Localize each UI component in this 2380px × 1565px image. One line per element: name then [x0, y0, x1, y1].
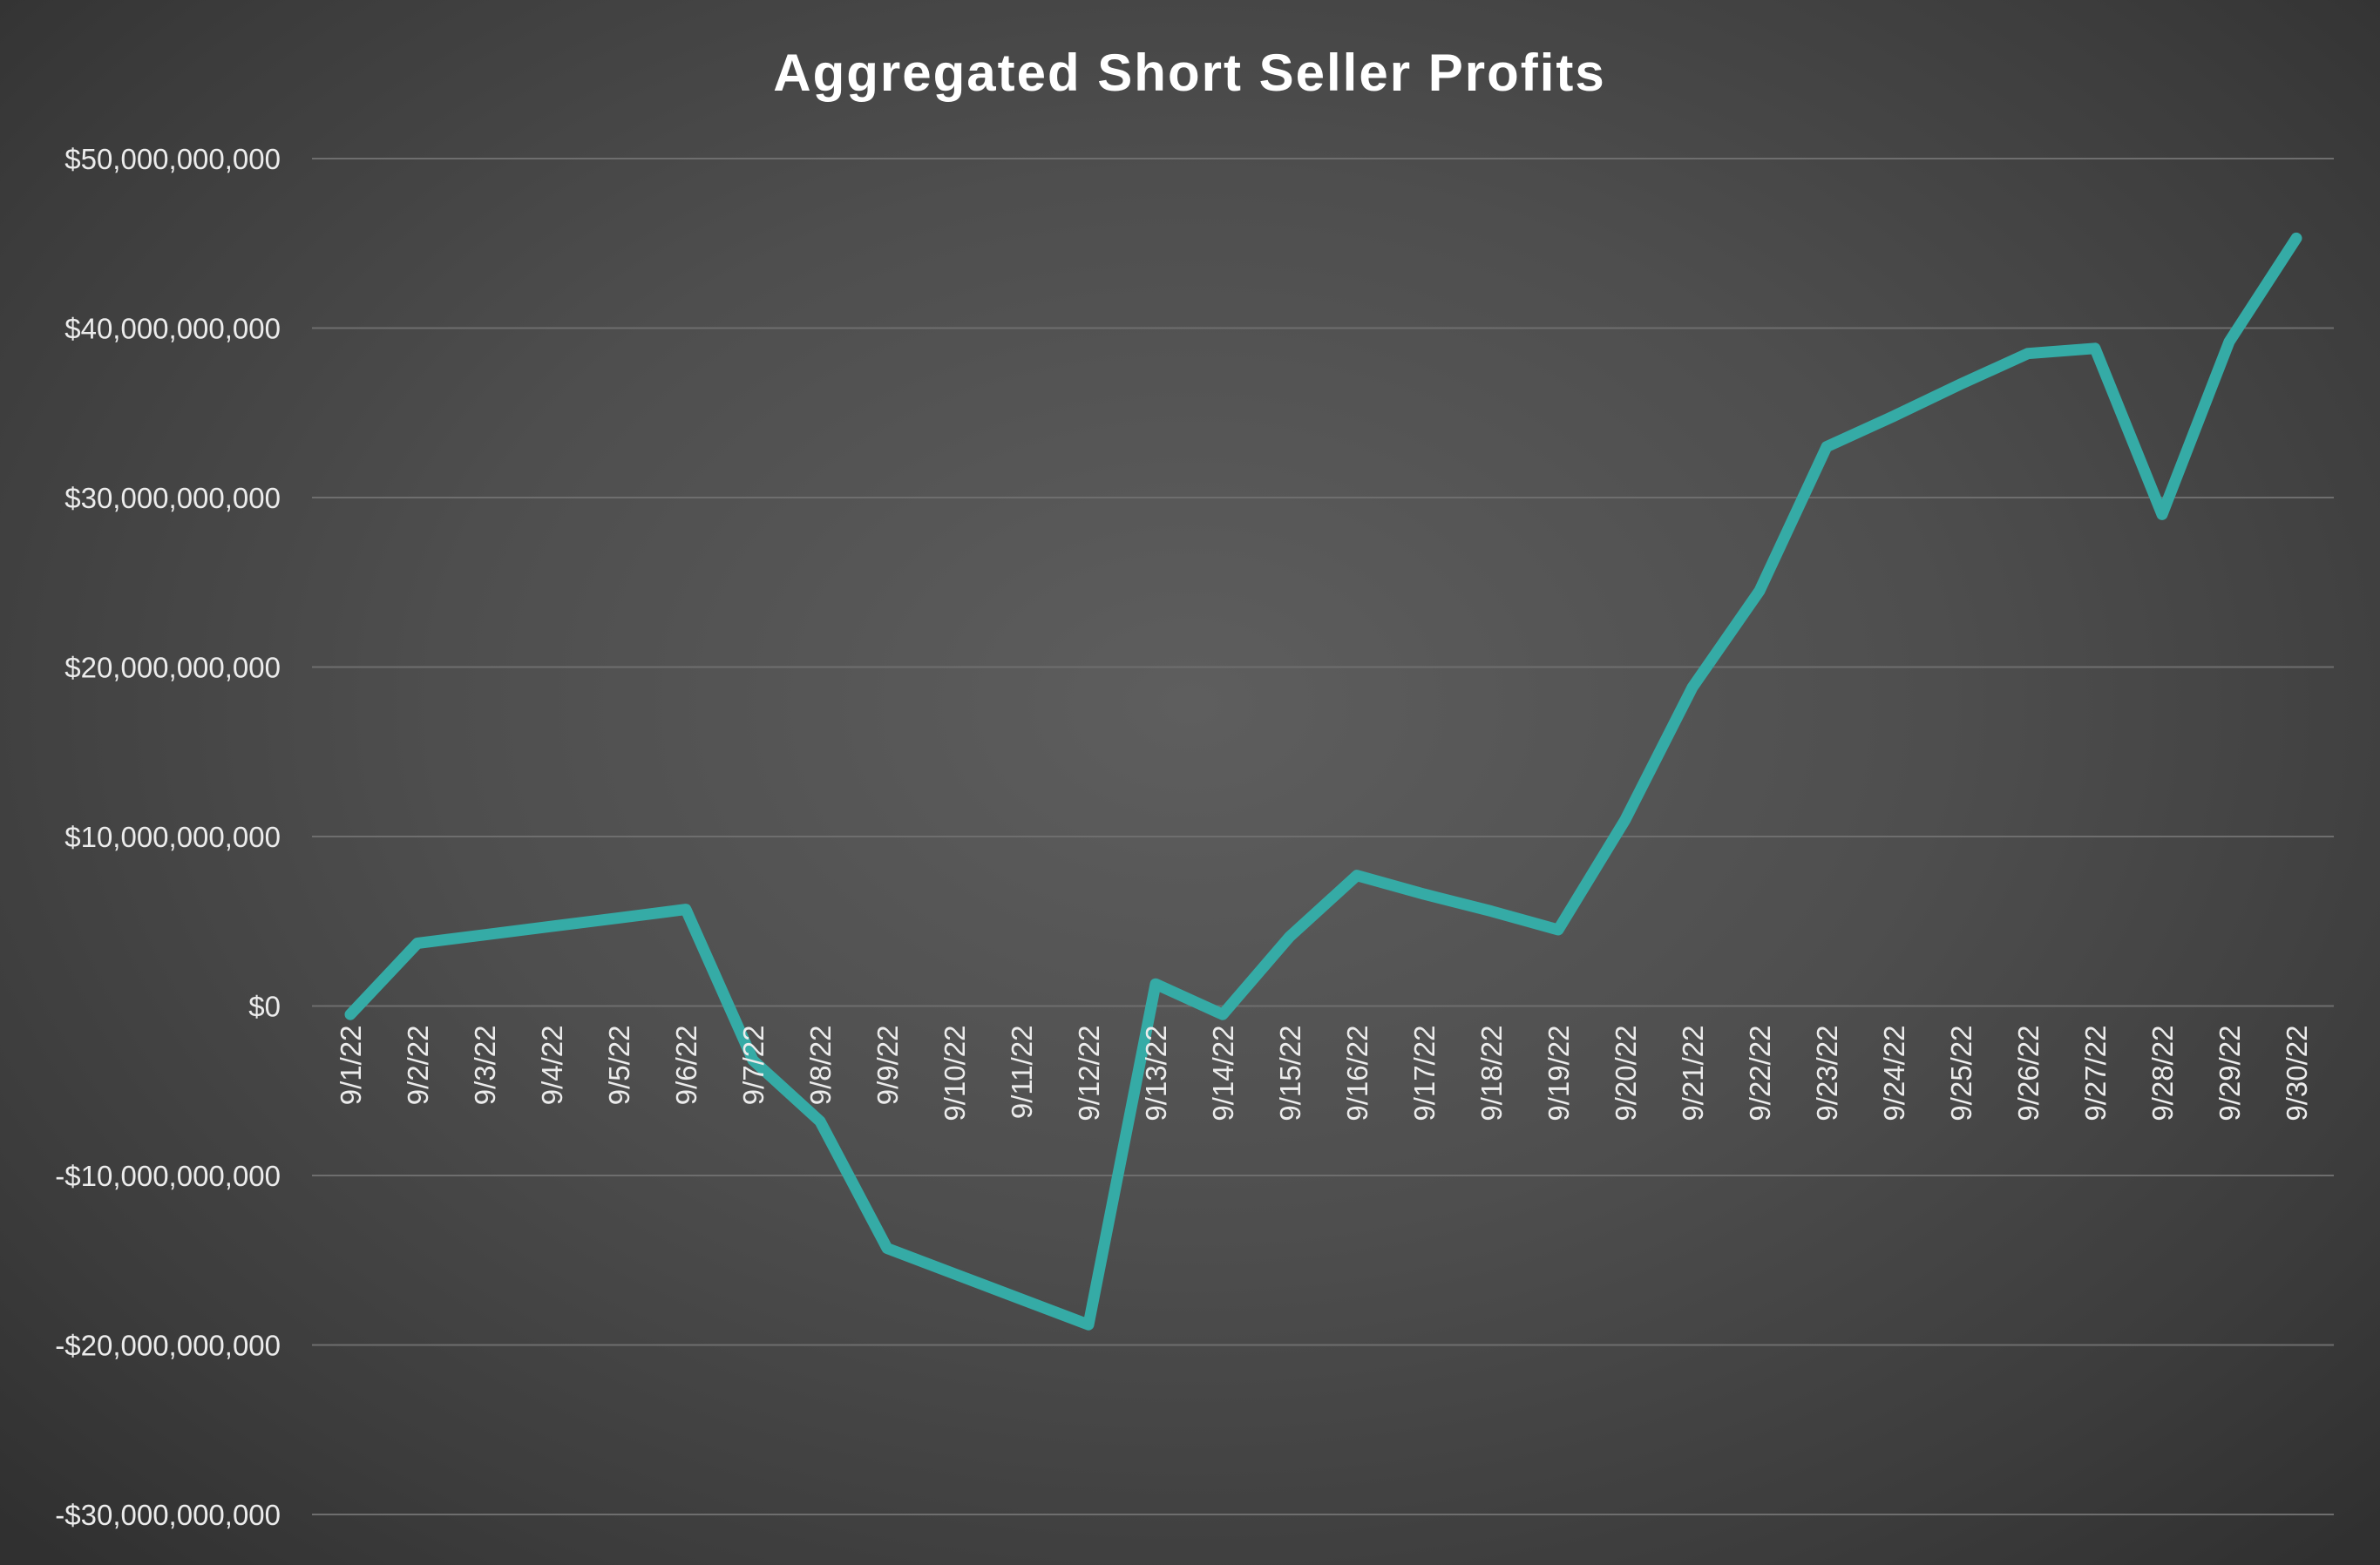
- x-tick-label: 9/2/22: [402, 1026, 434, 1106]
- x-tick-label: 9/17/22: [1408, 1026, 1441, 1121]
- x-tick-label: 9/21/22: [1677, 1026, 1709, 1121]
- x-tick-label: 9/12/22: [1073, 1026, 1105, 1121]
- x-tick-label: 9/25/22: [1945, 1026, 1977, 1121]
- x-tick-label: 9/26/22: [2012, 1026, 2044, 1121]
- x-tick-label: 9/15/22: [1274, 1026, 1306, 1121]
- x-tick-label: 9/16/22: [1341, 1026, 1373, 1121]
- x-tick-label: 9/27/22: [2079, 1026, 2112, 1121]
- x-tick-label: 9/14/22: [1207, 1026, 1239, 1121]
- y-tick-label: $40,000,000,000: [64, 313, 281, 345]
- x-tick-label: 9/13/22: [1140, 1026, 1172, 1121]
- y-tick-label: $20,000,000,000: [64, 652, 281, 684]
- x-tick-label: 9/7/22: [737, 1026, 770, 1106]
- x-tick-label: 9/19/22: [1543, 1026, 1575, 1121]
- x-tick-label: 9/24/22: [1878, 1026, 1910, 1121]
- x-tick-label: 9/20/22: [1610, 1026, 1642, 1121]
- y-tick-label: -$30,000,000,000: [55, 1499, 281, 1531]
- series-lines: [344, 232, 2302, 1331]
- x-tick-label: 9/1/22: [335, 1026, 367, 1106]
- x-tick-label: 9/8/22: [804, 1026, 837, 1106]
- x-tick-label: 9/18/22: [1475, 1026, 1508, 1121]
- x-tick-label: 9/22/22: [1744, 1026, 1776, 1121]
- y-tick-label: $50,000,000,000: [64, 143, 281, 175]
- x-tick-label: 9/9/22: [871, 1026, 904, 1106]
- x-tick-label: 9/28/22: [2146, 1026, 2179, 1121]
- x-axis-tick-labels: 9/1/22 9/2/22 9/3/22 9/4/22 9/5/22 9/6/22 9/7/…: [335, 1026, 2313, 1121]
- x-tick-label: 9/6/22: [670, 1026, 702, 1106]
- y-tick-label: -$10,000,000,000: [55, 1160, 281, 1192]
- chart-title: Aggregated Short Seller Profits: [773, 44, 1606, 102]
- x-tick-label: 9/29/22: [2214, 1026, 2246, 1121]
- x-tick-label: 9/5/22: [603, 1026, 635, 1106]
- y-tick-label: $30,000,000,000: [64, 482, 281, 514]
- y-tick-label: $10,000,000,000: [64, 821, 281, 853]
- x-tick-label: 9/23/22: [1811, 1026, 1843, 1121]
- y-tick-label: $0: [248, 991, 281, 1023]
- x-tick-label: 9/10/22: [939, 1026, 971, 1121]
- y-tick-label: -$20,000,000,000: [55, 1330, 281, 1362]
- gridlines: [312, 158, 2334, 1515]
- x-tick-label: 9/30/22: [2281, 1026, 2313, 1121]
- x-tick-label: 9/3/22: [469, 1026, 501, 1106]
- y-axis-tick-labels: $50,000,000,000 $40,000,000,000 $30,000,00…: [55, 143, 281, 1531]
- x-tick-label: 9/11/22: [1006, 1026, 1038, 1120]
- x-tick-label: 9/4/22: [536, 1026, 568, 1106]
- series-line: [344, 232, 2302, 1331]
